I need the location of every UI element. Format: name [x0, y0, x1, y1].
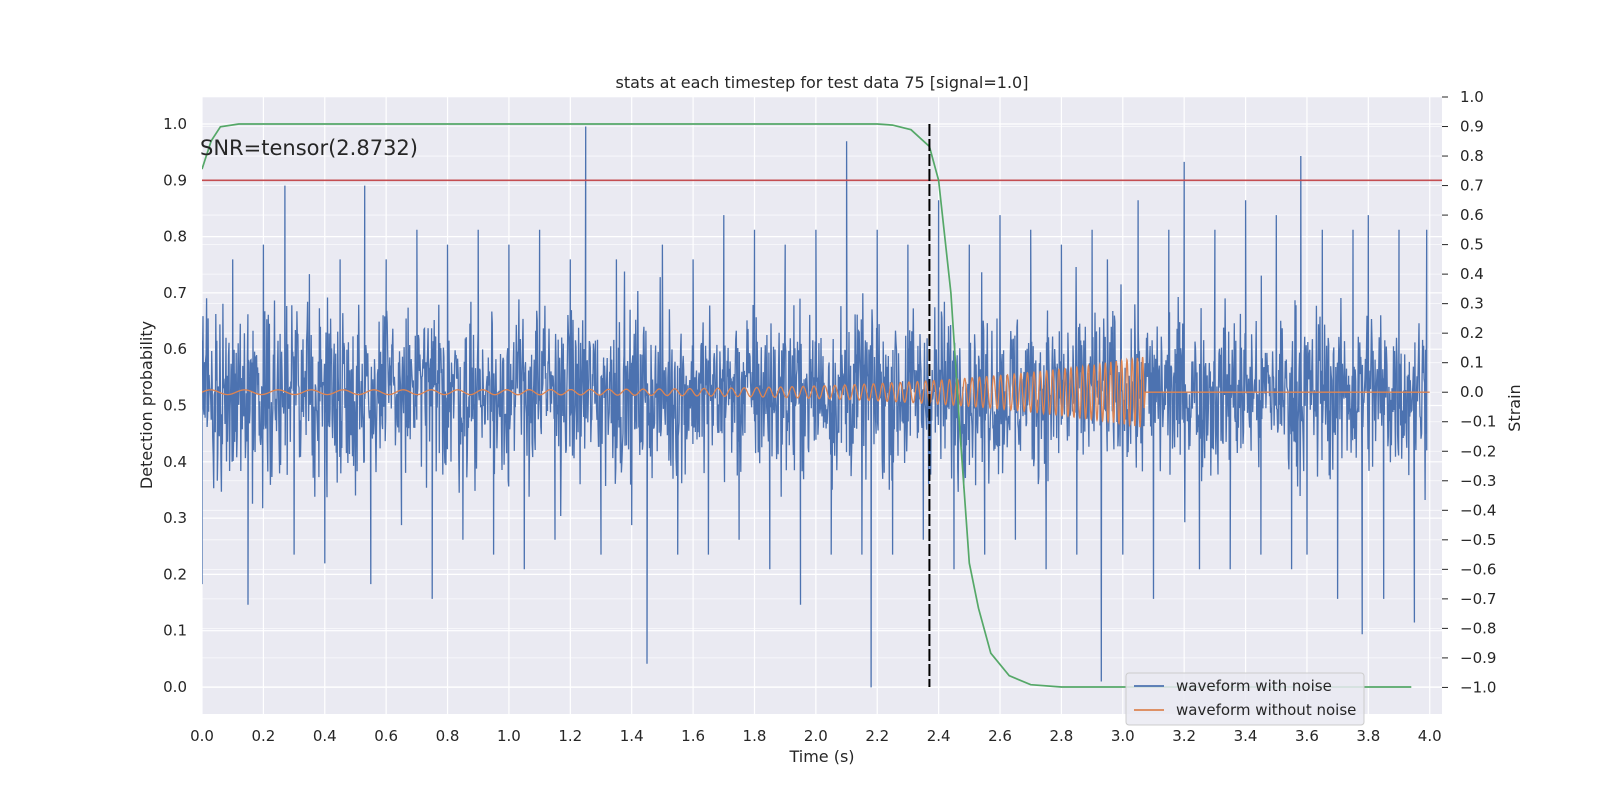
y2-tick-label: −0.7 [1460, 590, 1496, 608]
x-tick-label: 3.6 [1295, 727, 1319, 745]
y2-tick-label: −1.0 [1460, 678, 1496, 696]
legend: waveform with noise waveform without noi… [1125, 672, 1365, 726]
x-tick-label: 2.4 [927, 727, 951, 745]
snr-annotation: SNR=tensor(2.8732) [200, 136, 418, 160]
y2-tick-label: 0.8 [1460, 147, 1484, 165]
y-tick-label: 0.3 [163, 509, 187, 527]
x-tick-label: 1.6 [681, 727, 705, 745]
series-waveform-without-noise [202, 356, 1430, 428]
y2-tick-label: −0.8 [1460, 619, 1496, 637]
x-tick-label: 0.0 [190, 727, 214, 745]
y2-tick-label: 1.0 [1460, 88, 1484, 106]
x-tick-label: 1.0 [497, 727, 521, 745]
y2-tick-label: 0.3 [1460, 295, 1484, 313]
y-tick-label: 1.0 [163, 115, 187, 133]
x-tick-label: 3.4 [1234, 727, 1258, 745]
y-tick-label: 0.0 [163, 678, 187, 696]
y2-tick-label: 0.6 [1460, 206, 1484, 224]
x-tick-label: 0.2 [251, 727, 275, 745]
y2-axis-title: Strain [1505, 384, 1524, 431]
y2-tick-label: −0.1 [1460, 413, 1496, 431]
y-tick-label: 0.6 [163, 340, 187, 358]
y-tick-label: 0.7 [163, 284, 187, 302]
x-tick-label: 0.6 [374, 727, 398, 745]
x-axis-title: Time (s) [788, 747, 854, 766]
chart-title: stats at each timestep for test data 75 … [616, 73, 1029, 92]
y-tick-label: 0.1 [163, 622, 187, 640]
x-tick-label: 2.8 [1049, 727, 1073, 745]
y2-tick-label: 0.4 [1460, 265, 1484, 283]
y2-tick-label: 0.1 [1460, 354, 1484, 372]
y2-tick-label: −0.4 [1460, 501, 1496, 519]
y-axis-right: −1.0 −0.9 −0.8 −0.7 −0.6 −0.5 −0.4 −0.3 −0.2 −0.1… [1442, 88, 1496, 696]
x-tick-label: 2.6 [988, 727, 1012, 745]
y2-tick-label: −0.5 [1460, 531, 1496, 549]
y-tick-label: 0.4 [163, 453, 187, 471]
x-tick-label: 1.2 [558, 727, 582, 745]
x-tick-label: 0.4 [313, 727, 337, 745]
series-layer [202, 123, 1442, 688]
legend-label-noise: waveform with noise [1176, 677, 1332, 695]
x-tick-label: 0.8 [436, 727, 460, 745]
x-tick-label: 2.2 [865, 727, 889, 745]
x-tick-label: 4.0 [1418, 727, 1442, 745]
y2-tick-label: −0.6 [1460, 560, 1496, 578]
y2-tick-label: 0.5 [1460, 236, 1484, 254]
y-axis-title: Detection probability [137, 321, 156, 489]
legend-label-clean: waveform without noise [1176, 701, 1356, 719]
y-tick-label: 0.8 [163, 228, 187, 246]
x-tick-label: 3.8 [1356, 727, 1380, 745]
y-axis-left: 0.0 0.1 0.2 0.3 0.4 0.5 0.6 0.7 0.8 0.9 1.0 [163, 115, 187, 696]
x-axis: 0.0 0.2 0.4 0.6 0.8 1.0 1.2 1.4 1.6 1.8 2.0 2.2 2.4 2… [190, 727, 1442, 745]
x-tick-label: 2.0 [804, 727, 828, 745]
x-tick-label: 1.4 [620, 727, 644, 745]
y2-tick-label: −0.2 [1460, 442, 1496, 460]
y2-tick-label: −0.3 [1460, 472, 1496, 490]
y2-tick-label: 0.0 [1460, 383, 1484, 401]
series-waveform-with-noise [202, 126, 1428, 688]
y2-tick-label: 0.9 [1460, 118, 1484, 136]
y-tick-label: 0.9 [163, 171, 187, 189]
y2-tick-label: −0.9 [1460, 649, 1496, 667]
legend-box [1125, 672, 1365, 726]
x-tick-label: 1.8 [743, 727, 767, 745]
y2-tick-label: 0.7 [1460, 177, 1484, 195]
x-tick-label: 3.2 [1172, 727, 1196, 745]
y-tick-label: 0.2 [163, 565, 187, 583]
series-detection-probability [202, 123, 1412, 688]
y2-tick-label: 0.2 [1460, 324, 1484, 342]
y-tick-label: 0.5 [163, 397, 187, 415]
x-tick-label: 3.0 [1111, 727, 1135, 745]
